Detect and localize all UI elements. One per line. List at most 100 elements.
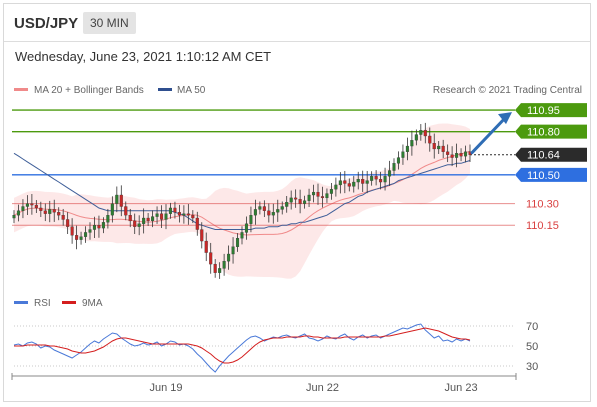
rsi-tick-label: 70 — [526, 321, 538, 333]
candle — [329, 183, 333, 200]
candle — [276, 199, 280, 222]
chart-frame: USD/JPY 30 MIN Wednesday, June 23, 2021 … — [3, 3, 591, 402]
candle — [379, 171, 383, 190]
rsi-tick-label: 30 — [526, 361, 538, 373]
candle — [142, 208, 146, 234]
candle — [133, 213, 137, 235]
candle — [235, 233, 240, 252]
candle — [280, 201, 284, 215]
candle — [392, 158, 396, 176]
candle — [463, 145, 468, 163]
level-label-resistance: 110.80 — [527, 127, 560, 139]
candle — [249, 206, 253, 233]
candle — [267, 203, 271, 223]
candle — [195, 211, 199, 236]
candle — [182, 205, 186, 224]
candle — [410, 130, 414, 156]
level-tag-resistance — [515, 124, 587, 139]
candle — [387, 160, 392, 186]
legend-rsi-swatch — [14, 301, 28, 304]
candle — [16, 204, 21, 222]
candle — [419, 124, 423, 141]
candle — [365, 170, 369, 194]
candle — [79, 231, 83, 245]
level-label-resistance: 110.95 — [527, 105, 560, 117]
candle — [177, 204, 181, 223]
candle — [70, 218, 74, 244]
candle — [66, 212, 70, 235]
rsi-grid: 70 50 30 — [14, 321, 538, 373]
candle — [405, 137, 409, 161]
research-credit: Research © 2021 Trading Central — [433, 85, 582, 96]
bollinger-bands — [13, 123, 471, 279]
candle — [128, 208, 132, 228]
candle — [455, 143, 459, 168]
candle — [83, 226, 88, 243]
candle — [370, 171, 374, 186]
rsi-tick-label: 50 — [526, 341, 538, 353]
candle — [209, 242, 213, 274]
candle — [101, 217, 105, 234]
x-axis: Jun 19 Jun 22 Jun 23 — [11, 373, 517, 394]
candle — [106, 208, 110, 229]
candle — [320, 186, 325, 208]
legend-rsi-label: RSI — [34, 298, 51, 309]
candle — [459, 148, 463, 162]
candle — [396, 151, 401, 170]
candle — [48, 200, 52, 223]
x-tick-label: Jun 19 — [149, 382, 182, 394]
candle — [115, 186, 119, 213]
candle — [441, 139, 445, 159]
level-labels: 110.95 110.80 110.64 110.50 110.30 110.15 — [515, 103, 587, 232]
candle — [21, 199, 25, 219]
candle — [437, 141, 441, 154]
candle — [298, 189, 302, 214]
legend-9ma-label: 9MA — [82, 298, 103, 309]
candle — [124, 201, 128, 221]
candle — [289, 190, 293, 210]
candle — [311, 184, 316, 203]
legend-9ma-swatch — [62, 301, 76, 304]
level-label-pivot: 110.50 — [527, 170, 560, 182]
candle — [222, 253, 226, 276]
level-label-support: 110.30 — [526, 199, 559, 211]
level-tag-pivot — [515, 167, 587, 182]
candle — [25, 195, 29, 216]
candle — [450, 146, 454, 167]
legend-bollinger-label: MA 20 + Bollinger Bands — [34, 85, 144, 96]
candle — [43, 203, 47, 222]
candle — [39, 201, 43, 218]
candle — [428, 127, 432, 152]
timeframe-badge[interactable]: 30 MIN — [83, 12, 136, 34]
candle — [361, 170, 365, 192]
candle — [119, 185, 123, 217]
rsi-9ma-line — [14, 327, 471, 364]
legend-ma50-swatch — [158, 88, 172, 91]
candle — [343, 170, 347, 194]
candle — [30, 193, 34, 215]
candle — [374, 170, 378, 186]
candle — [303, 195, 307, 209]
x-tick-label: Jun 22 — [306, 382, 339, 394]
rsi-lines — [13, 323, 471, 373]
candle — [383, 167, 387, 191]
candle — [155, 206, 159, 224]
candle — [423, 122, 427, 144]
candle — [75, 225, 79, 250]
candle — [164, 204, 168, 230]
x-tick-label: Jun 23 — [445, 382, 478, 394]
candle — [240, 226, 244, 245]
candle — [204, 232, 208, 262]
candle — [168, 202, 173, 219]
candle — [61, 208, 65, 226]
candle — [352, 175, 356, 193]
candle — [316, 183, 320, 205]
candle — [244, 216, 249, 240]
level-label-current: 110.64 — [527, 150, 560, 162]
header-divider — [4, 41, 590, 42]
chart-datetime: Wednesday, June 23, 2021 1:10:12 AM CET — [15, 49, 272, 64]
candle — [356, 171, 360, 190]
candle — [446, 144, 450, 163]
candle — [110, 196, 114, 223]
